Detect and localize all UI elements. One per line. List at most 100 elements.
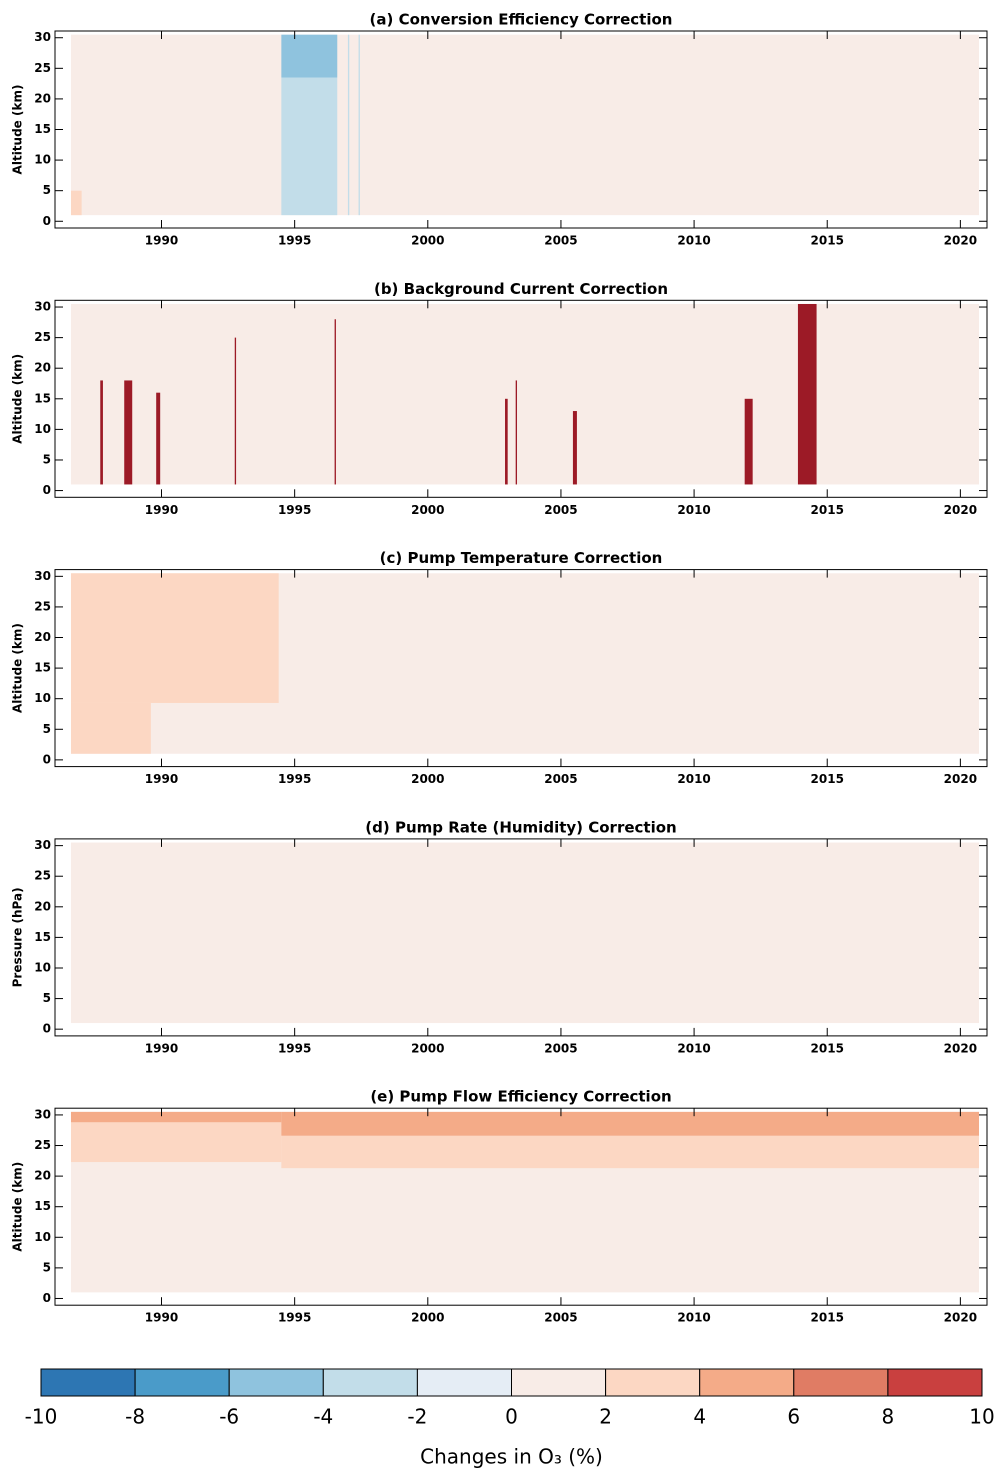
heat-cell: [347, 34, 350, 216]
y-tick-label: 10: [34, 691, 51, 705]
x-tick-label: 2015: [811, 1041, 844, 1055]
x-tick-label: 2005: [544, 1311, 577, 1325]
x-tick-label: 2000: [411, 503, 444, 517]
x-tick-label: 2015: [811, 503, 844, 517]
color-box: [322, 1368, 418, 1397]
y-axis-label: Altitude (km): [11, 354, 25, 444]
x-tick-label: 2005: [544, 772, 577, 786]
y-tick-label: 0: [43, 1291, 51, 1305]
heat-cell: [281, 1111, 980, 1136]
heat-cell: [100, 380, 103, 485]
y-tick-label: 10: [34, 422, 51, 436]
x-tick-label: 1990: [145, 234, 178, 248]
x-tick-label: 1995: [278, 772, 311, 786]
panel-title: (d) Pump Rate (Humidity) Correction: [365, 818, 676, 836]
y-tick-label: 20: [34, 1169, 51, 1183]
y-tick-label: 5: [43, 722, 51, 736]
colorbar-tick-label: -10: [25, 1405, 58, 1429]
y-tick-label: 0: [43, 752, 51, 766]
color-box: [605, 1368, 701, 1397]
y-tick-label: 20: [34, 630, 51, 644]
y-axis-label: Altitude (km): [11, 85, 25, 175]
colorbar-tick-label: 0: [505, 1405, 518, 1429]
y-tick-label: 25: [34, 599, 51, 613]
y-tick-label: 20: [34, 899, 51, 913]
colorbar-tick-label: 4: [693, 1405, 706, 1429]
heat-cell: [70, 1122, 282, 1163]
x-tick-label: 1995: [278, 1041, 311, 1055]
x-tick-label: 2020: [944, 234, 977, 248]
colorbar-tick-label: -4: [313, 1405, 333, 1429]
heat-cell: [572, 411, 577, 485]
color-box: [228, 1368, 324, 1397]
y-axis-label: Altitude (km): [11, 623, 25, 713]
color-box: [416, 1368, 512, 1397]
heat-cell: [505, 398, 508, 485]
y-tick-label: 15: [34, 1199, 51, 1213]
heat-cell: [358, 34, 360, 216]
x-tick-label: 2000: [411, 234, 444, 248]
y-tick-label: 15: [34, 122, 51, 136]
y-tick-label: 30: [34, 300, 51, 314]
x-tick-label: 2005: [544, 503, 577, 517]
heat-cell: [797, 303, 817, 485]
y-tick-label: 15: [34, 930, 51, 944]
y-tick-label: 25: [34, 61, 51, 75]
x-tick-label: 2005: [544, 234, 577, 248]
x-tick-label: 1990: [145, 1311, 178, 1325]
y-axis-label: Pressure (hPa): [11, 887, 25, 987]
y-tick-label: 5: [43, 991, 51, 1005]
colorbar-tick-label: -8: [125, 1405, 145, 1429]
y-tick-label: 0: [43, 483, 51, 497]
y-tick-label: 30: [34, 838, 51, 852]
x-tick-label: 1990: [145, 1041, 178, 1055]
y-tick-label: 20: [34, 91, 51, 105]
panel-title: (c) Pump Temperature Correction: [380, 549, 663, 567]
x-tick-label: 2010: [677, 1041, 710, 1055]
x-tick-label: 1995: [278, 1311, 311, 1325]
y-tick-label: 5: [43, 1260, 51, 1274]
y-tick-label: 20: [34, 361, 51, 375]
colorbar-tick-label: 6: [787, 1405, 800, 1429]
colorbar-tick-label: -6: [219, 1405, 239, 1429]
x-tick-label: 2000: [411, 1311, 444, 1325]
colorbar-tick-label: -2: [407, 1405, 427, 1429]
heat-cell: [124, 380, 133, 485]
colorbar-tick-label: 2: [599, 1405, 612, 1429]
x-tick-label: 2015: [811, 772, 844, 786]
x-tick-label: 2015: [811, 1311, 844, 1325]
panel-title: (b) Background Current Correction: [374, 280, 668, 298]
x-tick-label: 1995: [278, 503, 311, 517]
x-tick-label: 2015: [811, 234, 844, 248]
color-box: [134, 1368, 230, 1397]
heat-cell: [70, 573, 279, 703]
heat-cell: [156, 392, 161, 485]
heat-cell: [281, 77, 338, 216]
heat-cell: [334, 319, 336, 485]
x-tick-label: 1995: [278, 234, 311, 248]
y-tick-label: 0: [43, 214, 51, 228]
colorbar-tick-label: 10: [969, 1405, 994, 1429]
y-tick-label: 10: [34, 153, 51, 167]
color-box: [887, 1368, 983, 1397]
x-tick-label: 2020: [944, 503, 977, 517]
colorbar-label: Changes in O₃ (%): [420, 1445, 603, 1469]
color-box: [793, 1368, 889, 1397]
x-tick-label: 2010: [677, 503, 710, 517]
x-tick-label: 2020: [944, 772, 977, 786]
x-tick-label: 1990: [145, 503, 178, 517]
heat-cell: [70, 303, 980, 485]
y-axis-label: Altitude (km): [11, 1162, 25, 1252]
y-tick-label: 15: [34, 391, 51, 405]
panel-title: (a) Conversion Efficiency Correction: [370, 11, 673, 29]
y-tick-label: 30: [34, 569, 51, 583]
heat-cell: [744, 398, 753, 485]
y-tick-label: 30: [34, 1107, 51, 1121]
y-tick-label: 25: [34, 869, 51, 883]
y-tick-label: 15: [34, 661, 51, 675]
heat-cell: [70, 190, 82, 216]
color-box: [40, 1368, 136, 1397]
x-tick-label: 2020: [944, 1311, 977, 1325]
x-tick-label: 2000: [411, 1041, 444, 1055]
y-tick-label: 10: [34, 1230, 51, 1244]
